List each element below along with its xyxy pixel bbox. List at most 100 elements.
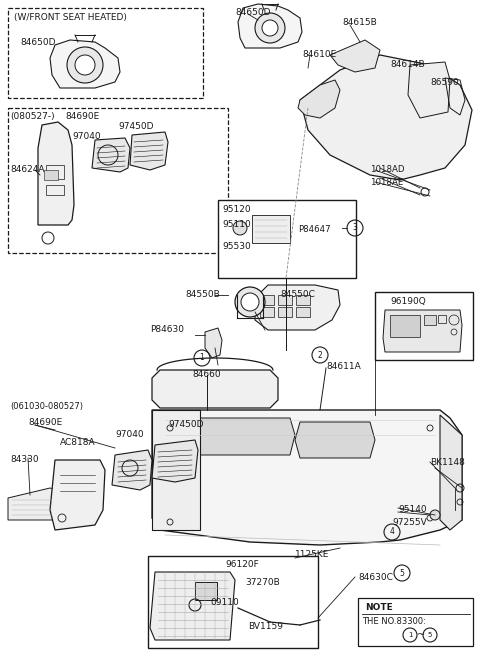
Polygon shape <box>195 418 295 455</box>
Bar <box>375 292 473 360</box>
Bar <box>260 307 274 317</box>
Bar <box>195 582 217 600</box>
Bar <box>260 295 274 305</box>
Text: BK1148: BK1148 <box>430 458 465 467</box>
Polygon shape <box>150 572 235 640</box>
Polygon shape <box>440 415 462 530</box>
Polygon shape <box>92 138 130 172</box>
Text: 84630C: 84630C <box>358 573 393 582</box>
Text: 09110: 09110 <box>210 598 239 607</box>
Polygon shape <box>38 122 74 225</box>
Text: 97450D: 97450D <box>168 420 204 429</box>
Text: AC818A: AC818A <box>60 438 96 447</box>
Bar <box>390 315 420 337</box>
Polygon shape <box>205 328 222 358</box>
Polygon shape <box>152 410 200 530</box>
Ellipse shape <box>255 13 285 43</box>
Text: 84550C: 84550C <box>280 290 315 299</box>
Polygon shape <box>152 370 278 408</box>
Bar <box>358 598 473 646</box>
Bar <box>424 315 436 325</box>
Text: P84647: P84647 <box>298 225 331 234</box>
Polygon shape <box>298 80 340 118</box>
Text: 97040: 97040 <box>115 430 144 439</box>
Text: (080527-): (080527-) <box>10 112 55 121</box>
Ellipse shape <box>235 287 265 317</box>
Text: 84690E: 84690E <box>65 112 99 121</box>
Polygon shape <box>152 410 462 545</box>
Text: 1: 1 <box>408 632 412 638</box>
Text: 95530: 95530 <box>222 242 251 251</box>
Bar <box>278 307 292 317</box>
Bar <box>218 200 356 278</box>
Text: 84330: 84330 <box>10 455 38 464</box>
Text: 96120F: 96120F <box>225 560 259 569</box>
Text: (061030-080527): (061030-080527) <box>10 402 83 411</box>
Text: 1018AE: 1018AE <box>370 178 403 187</box>
Text: 1125KE: 1125KE <box>295 550 329 559</box>
Bar <box>8 108 228 253</box>
Text: 84624A: 84624A <box>10 165 45 174</box>
Text: NOTE: NOTE <box>365 603 393 612</box>
Text: (W/FRONT SEAT HEATED): (W/FRONT SEAT HEATED) <box>14 13 127 22</box>
Ellipse shape <box>430 510 440 520</box>
Polygon shape <box>300 55 472 180</box>
Polygon shape <box>152 440 198 482</box>
Bar <box>46 185 64 195</box>
Ellipse shape <box>67 47 103 83</box>
Text: 84550B: 84550B <box>185 290 220 299</box>
Ellipse shape <box>75 55 95 75</box>
Text: 97040: 97040 <box>72 132 101 141</box>
Text: BV1159: BV1159 <box>248 622 283 631</box>
Text: 3: 3 <box>353 224 358 232</box>
Bar <box>44 170 58 180</box>
Bar <box>278 295 292 305</box>
Text: 2: 2 <box>318 350 323 359</box>
Text: 4: 4 <box>390 527 395 537</box>
Text: 84690E: 84690E <box>28 418 62 427</box>
Polygon shape <box>130 132 168 170</box>
Text: 5: 5 <box>399 569 405 577</box>
Text: 95110: 95110 <box>222 220 251 229</box>
Polygon shape <box>50 40 120 88</box>
Text: 86590: 86590 <box>430 78 459 87</box>
Text: P84630: P84630 <box>150 325 184 334</box>
Text: ~: ~ <box>417 630 425 640</box>
Polygon shape <box>238 4 302 48</box>
Text: 95120: 95120 <box>222 205 251 214</box>
Bar <box>296 307 310 317</box>
Ellipse shape <box>241 293 259 311</box>
Polygon shape <box>295 422 375 458</box>
Text: 95140: 95140 <box>398 505 427 514</box>
Text: 84615B: 84615B <box>342 18 377 27</box>
Polygon shape <box>8 488 60 520</box>
Text: 1018AD: 1018AD <box>370 165 405 174</box>
Bar <box>46 165 64 179</box>
Text: 5: 5 <box>428 632 432 638</box>
Ellipse shape <box>233 221 247 235</box>
Bar <box>296 295 310 305</box>
Polygon shape <box>112 450 152 490</box>
Bar <box>438 315 446 323</box>
Text: 84610E: 84610E <box>302 50 336 59</box>
Text: 84611A: 84611A <box>326 362 361 371</box>
Text: 96190Q: 96190Q <box>390 297 426 306</box>
Text: 84614B: 84614B <box>390 60 425 69</box>
Text: 97450D: 97450D <box>118 122 154 131</box>
Text: 84650D: 84650D <box>235 8 271 17</box>
Ellipse shape <box>262 20 278 36</box>
Bar <box>148 556 318 648</box>
Text: 84650D: 84650D <box>20 38 56 47</box>
Polygon shape <box>50 460 105 530</box>
Text: 1: 1 <box>200 354 204 363</box>
Text: 37270B: 37270B <box>245 578 280 587</box>
Polygon shape <box>330 40 380 72</box>
Polygon shape <box>255 285 340 330</box>
Text: THE NO.83300:: THE NO.83300: <box>362 617 426 626</box>
Bar <box>252 215 290 243</box>
Text: 84660: 84660 <box>192 370 221 379</box>
Bar <box>8 8 203 98</box>
Polygon shape <box>383 310 462 352</box>
Text: 97255V: 97255V <box>392 518 427 527</box>
Polygon shape <box>408 62 450 118</box>
